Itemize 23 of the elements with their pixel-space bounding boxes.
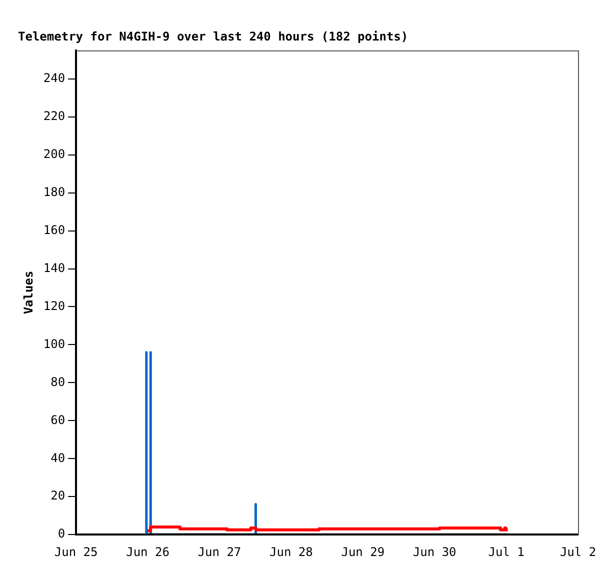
x-tick-label: Jun 29 bbox=[341, 544, 385, 559]
x-tick-label: Jun 25 bbox=[54, 544, 98, 559]
y-tick-label: 60 bbox=[50, 412, 66, 427]
y-tick-label: 80 bbox=[50, 374, 66, 389]
y-tick-label: 140 bbox=[43, 260, 66, 275]
y-axis-title: Values bbox=[21, 270, 36, 314]
x-tick-label: Jun 28 bbox=[270, 544, 313, 559]
x-tick-label: Jul 2 bbox=[560, 544, 596, 559]
y-tick-label: 180 bbox=[43, 184, 66, 199]
y-tick-label: 200 bbox=[43, 146, 66, 161]
y-tick-label: 160 bbox=[43, 222, 66, 237]
y-tick-label: 0 bbox=[58, 526, 66, 541]
x-tick-label: Jul 1 bbox=[488, 544, 524, 559]
x-tick-label: Jun 26 bbox=[126, 544, 170, 559]
x-tick-label: Jun 27 bbox=[198, 544, 242, 559]
y-tick-label: 240 bbox=[43, 71, 66, 86]
chart-title: Telemetry for N4GIH-9 over last 240 hours (182 points) bbox=[18, 29, 408, 44]
y-tick-label: 220 bbox=[43, 108, 66, 123]
y-tick-label: 120 bbox=[43, 298, 66, 313]
y-tick-label: 100 bbox=[43, 336, 66, 351]
y-tick-label: 20 bbox=[50, 488, 66, 503]
x-tick-label: Jun 30 bbox=[412, 544, 456, 559]
y-tick-label: 40 bbox=[50, 450, 66, 465]
